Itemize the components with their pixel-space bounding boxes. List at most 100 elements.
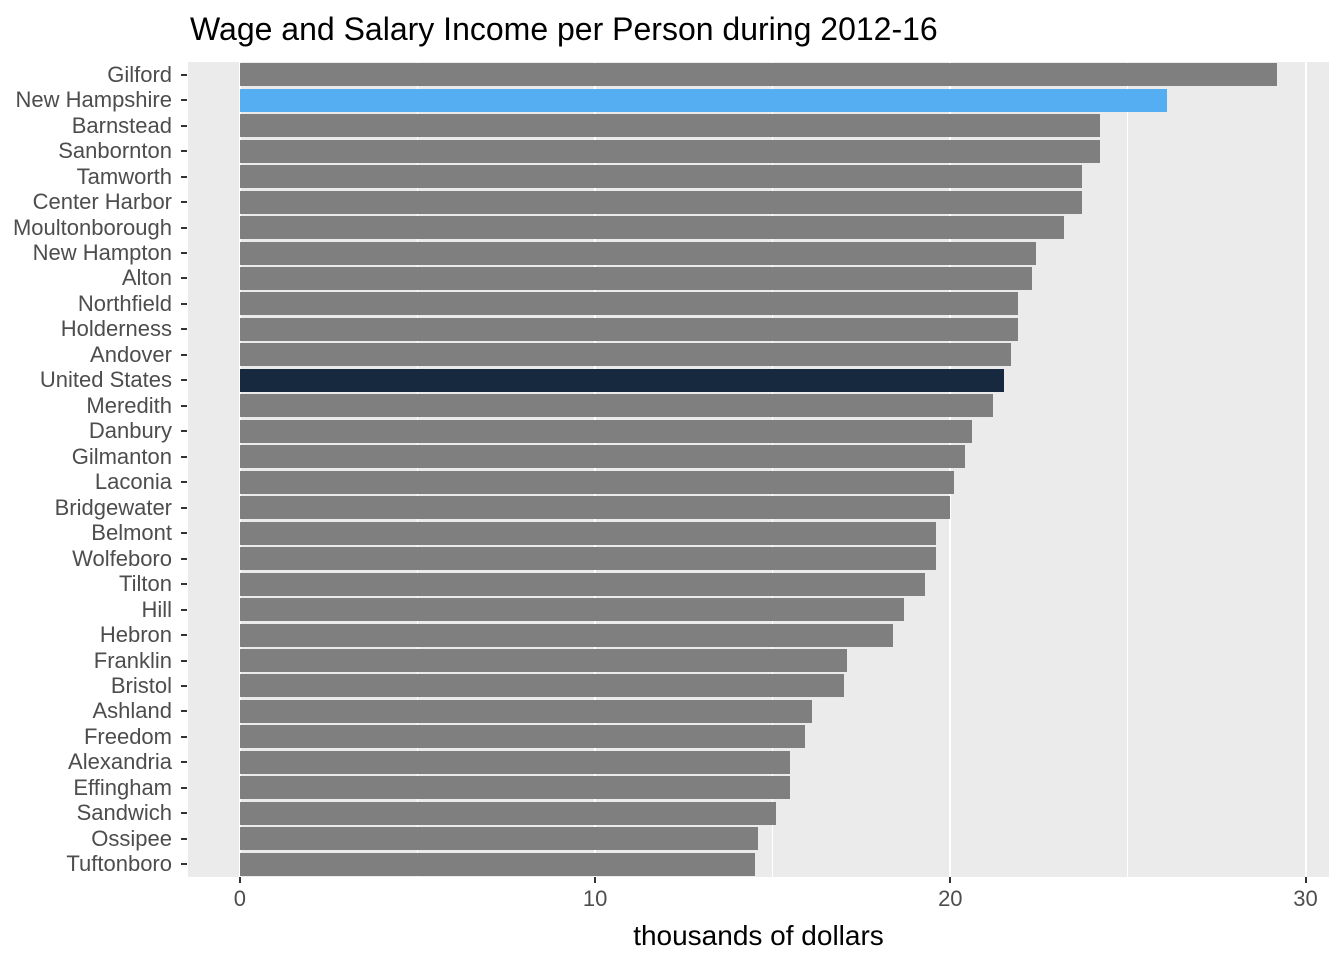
gridline-minor (416, 62, 418, 877)
bar-tuftonboro (239, 852, 755, 876)
y-axis-tick-mark (181, 201, 187, 204)
bar-bridgewater (239, 496, 951, 520)
y-axis-tick-mark (181, 761, 187, 764)
bar-new-hampton (239, 241, 1036, 265)
bar-moultonborough (239, 216, 1064, 240)
bar-effingham (239, 776, 791, 800)
bar-northfield (239, 292, 1018, 316)
bar-new-hampshire (239, 88, 1167, 112)
y-axis-tick-mark (181, 608, 187, 611)
y-axis-label: Andover (90, 341, 172, 367)
y-axis-tick-mark (181, 735, 187, 738)
bar-bristol (239, 674, 844, 698)
y-axis-label: Moultonborough (12, 214, 172, 240)
y-axis-tick-mark (181, 506, 187, 509)
y-axis-labels: Gilford New Hampshire Barnstead Sanbornton T… (0, 62, 172, 877)
gridline-major (949, 62, 952, 877)
y-axis-tick-mark (181, 430, 187, 433)
y-axis-label: Wolfeboro (72, 545, 172, 571)
y-axis-label: New Hampton (32, 240, 172, 266)
y-axis-tick-mark (181, 812, 187, 815)
bar-wolfeboro (239, 547, 937, 571)
y-axis-tick-mark (181, 124, 187, 127)
y-axis-label: Ossipee (91, 825, 172, 851)
x-axis-tick-mark (1304, 877, 1307, 883)
bar-barnstead (239, 114, 1100, 138)
y-axis-tick-mark (181, 150, 187, 153)
x-axis-title: thousands of dollars (633, 920, 884, 951)
y-axis-label: Barnstead (71, 112, 172, 138)
y-axis-tick-mark (181, 99, 187, 102)
bar-hebron (239, 623, 894, 647)
x-axis-tick-mark (238, 877, 241, 883)
y-axis-tick-mark (181, 73, 187, 76)
y-axis-tick-mark (181, 659, 187, 662)
bar-danbury (239, 419, 972, 443)
y-axis-label: Freedom (83, 723, 172, 749)
y-axis-tick-mark (181, 557, 187, 560)
bar-andover (239, 343, 1011, 367)
y-axis-tick-mark (181, 863, 187, 866)
y-axis-tick-mark (181, 353, 187, 356)
bar-sandwich (239, 801, 777, 825)
bar-meredith (239, 394, 993, 418)
y-axis-tick-mark (181, 175, 187, 178)
y-axis-tick-mark (181, 837, 187, 840)
y-axis-label: Tilton (119, 571, 172, 597)
x-axis-tick-label: 0 (233, 886, 246, 911)
bar-alton (239, 266, 1033, 290)
x-axis-tick-mark (594, 877, 597, 883)
bar-gilmanton (239, 445, 965, 469)
x-axis-tick-label: 30 (1293, 886, 1318, 911)
y-axis-tick-mark (181, 252, 187, 255)
y-axis-tick-mark (181, 302, 187, 305)
y-axis-label: Bridgewater (54, 494, 172, 520)
bar-ashland (239, 699, 812, 723)
y-axis-label: Hill (141, 596, 172, 622)
gridline-minor (1127, 62, 1129, 877)
y-axis-label: Northfield (77, 290, 172, 316)
y-axis-label: Gilmanton (71, 443, 172, 469)
bar-tamworth (239, 165, 1082, 189)
y-axis-label: Ashland (92, 698, 172, 724)
bar-belmont (239, 521, 937, 545)
y-axis-label: United States (39, 367, 172, 393)
y-axis-label: Gilford (107, 61, 172, 87)
y-axis-tick-mark (181, 710, 187, 713)
y-axis-tick-mark (181, 634, 187, 637)
y-axis-label: Meredith (86, 392, 172, 418)
bar-sanbornton (239, 139, 1100, 163)
x-axis-tick-mark (949, 877, 952, 883)
bar-hill (239, 598, 905, 622)
y-axis-tick-mark (181, 481, 187, 484)
y-axis-tick-mark (181, 455, 187, 458)
y-axis-label: Bristol (110, 672, 172, 698)
chart-title: Wage and Salary Income per Person during… (190, 11, 938, 47)
y-axis-label: Alexandria (68, 749, 172, 775)
y-axis-label: Tamworth (76, 163, 172, 189)
y-axis-label: New Hampshire (15, 87, 173, 113)
y-axis-tick-mark (181, 532, 187, 535)
plot-panel (188, 62, 1329, 877)
y-axis-label: Effingham (73, 774, 172, 800)
x-axis-tick-label: 10 (582, 886, 608, 911)
y-axis-label: Belmont (91, 520, 172, 546)
y-axis-tick-mark (181, 226, 187, 229)
y-axis-label: Alton (121, 265, 172, 291)
bar-ossipee (239, 827, 759, 851)
y-axis-tick-mark (181, 583, 187, 586)
gridline-major (1304, 62, 1307, 877)
y-axis-label: Hebron (99, 622, 172, 648)
gridline-major (594, 62, 597, 877)
y-axis-tick-mark (181, 786, 187, 789)
bar-tilton (239, 572, 926, 596)
y-axis-tick-mark (181, 404, 187, 407)
y-axis-label: Holderness (60, 316, 172, 342)
bar-gilford (239, 63, 1278, 87)
bar-alexandria (239, 750, 791, 774)
bar-franklin (239, 649, 848, 673)
y-axis-label: Laconia (94, 469, 172, 495)
bar-center-harbor (239, 190, 1082, 214)
y-axis-label: Franklin (93, 647, 172, 673)
y-axis-label: Sandwich (76, 800, 172, 826)
